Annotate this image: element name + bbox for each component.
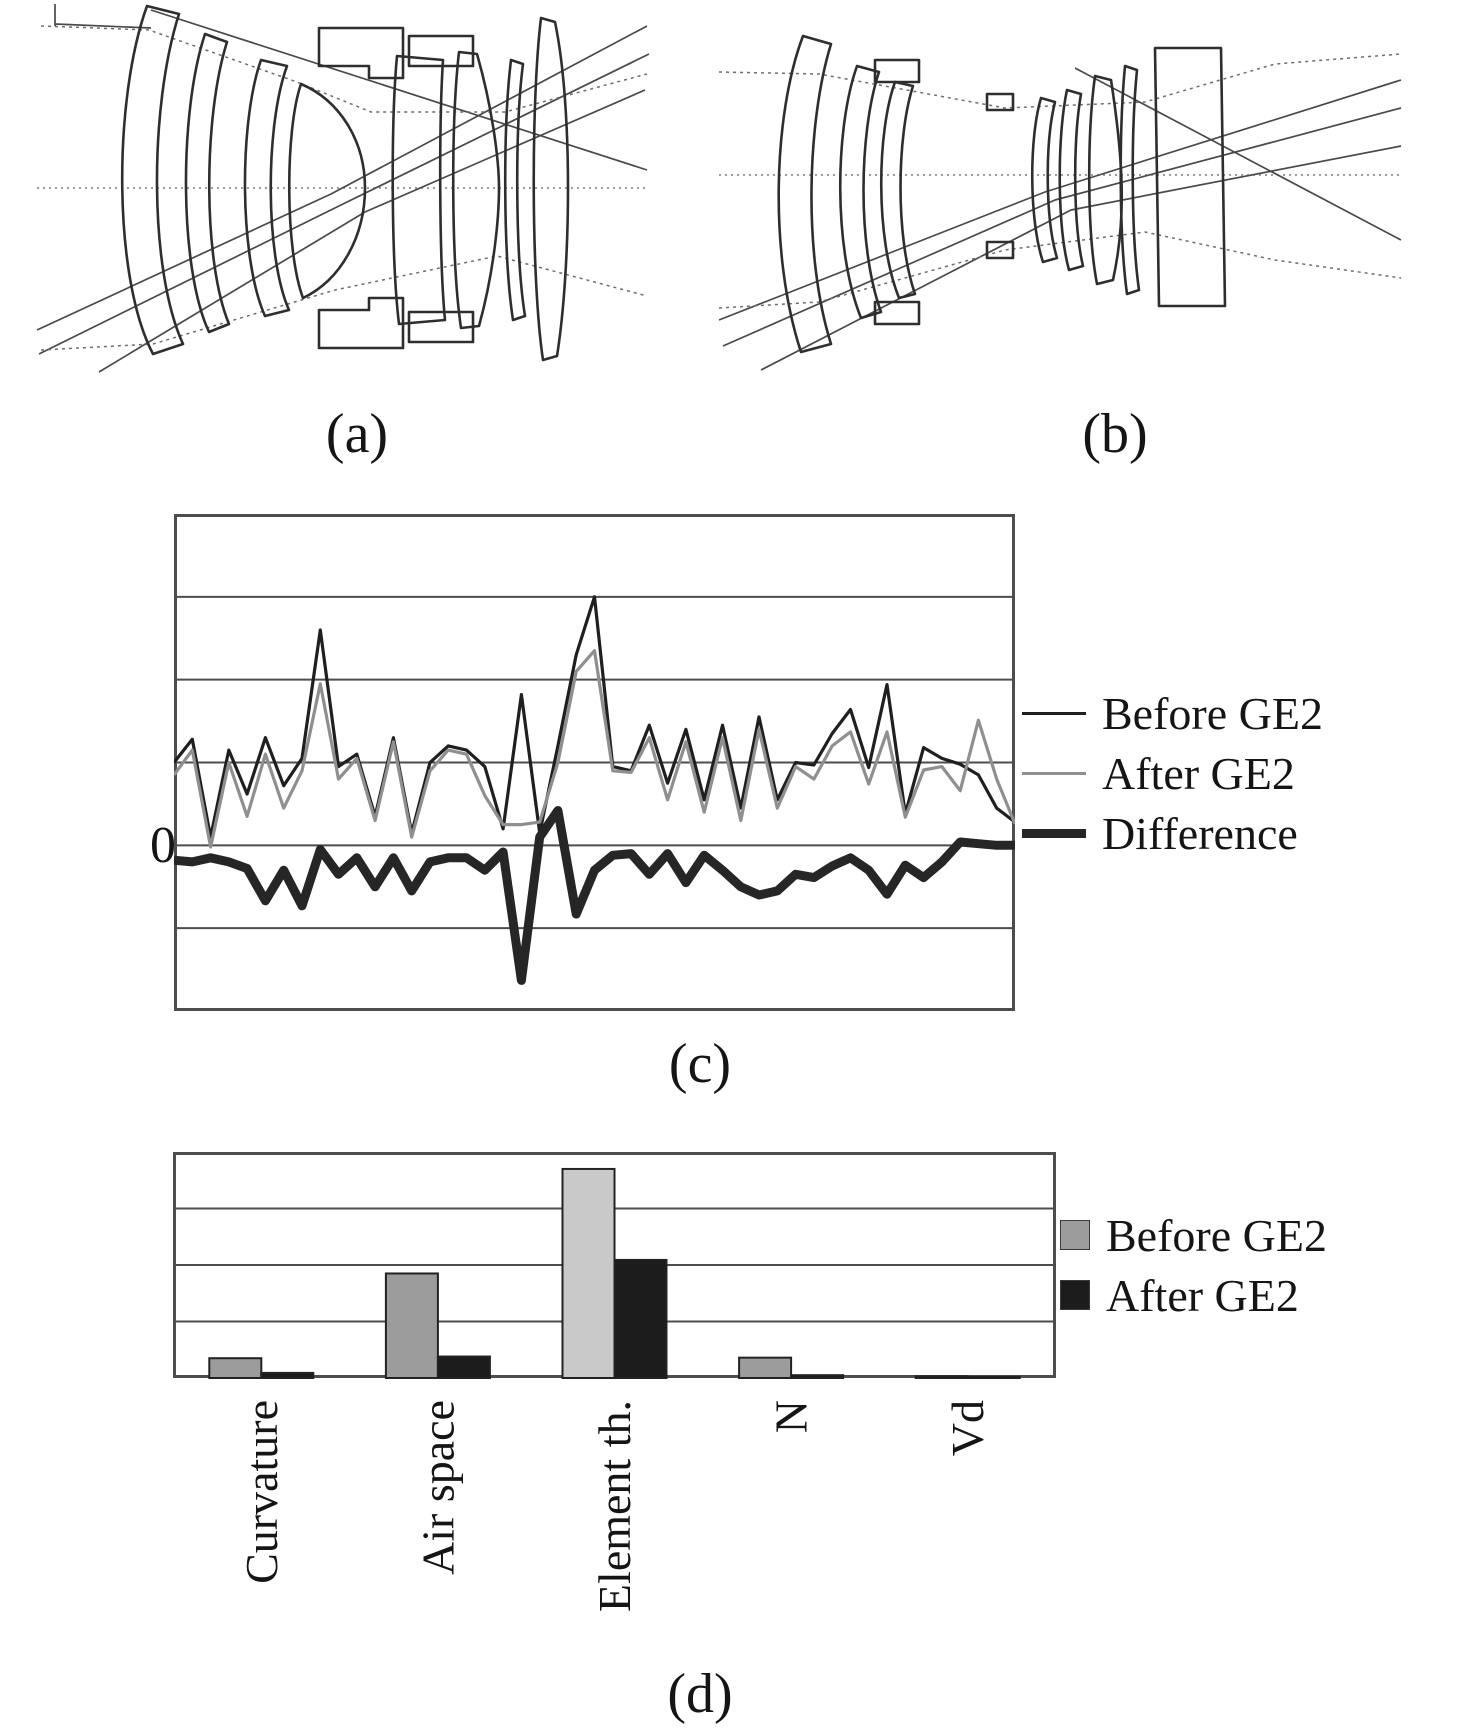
bar-before-ge2-air-space bbox=[384, 1272, 439, 1379]
legend-row: After GE2 bbox=[1060, 1265, 1327, 1325]
bar-category-label: Air space bbox=[412, 1400, 463, 1575]
bar-before-ge2-vd bbox=[914, 1375, 969, 1379]
legend-label: After GE2 bbox=[1102, 747, 1295, 799]
bar-before-ge2-curvature bbox=[208, 1357, 263, 1380]
bar-after-ge2-air-space bbox=[436, 1355, 491, 1379]
legend-row: After GE2 bbox=[1022, 743, 1323, 803]
legend-row: Before GE2 bbox=[1060, 1205, 1327, 1265]
bar-before-ge2-n bbox=[738, 1356, 793, 1380]
after-ge2-swatch bbox=[1060, 1280, 1090, 1310]
bar-after-ge2-vd bbox=[966, 1375, 1021, 1379]
panel-c-caption: (c) bbox=[668, 1033, 732, 1095]
panel-d-caption: (d) bbox=[667, 1663, 733, 1725]
legend-row: Before GE2 bbox=[1022, 683, 1323, 743]
before-ge2-line-swatch bbox=[1022, 711, 1086, 715]
lens-layout-b-diagram bbox=[718, 34, 1402, 371]
legend-label: Before GE2 bbox=[1106, 1209, 1327, 1261]
panel-a-caption: (a) bbox=[325, 403, 389, 465]
difference-line-swatch bbox=[1022, 828, 1086, 838]
legend-row: Difference bbox=[1022, 803, 1323, 863]
bar-category-label: N bbox=[766, 1400, 817, 1433]
bar-after-ge2-element-th- bbox=[613, 1258, 668, 1379]
after-ge2-line-swatch bbox=[1022, 771, 1086, 775]
bar-before-ge2-element-th- bbox=[561, 1167, 616, 1380]
legend-label: Before GE2 bbox=[1102, 687, 1323, 739]
line-chart-legend: Before GE2 After GE2 Difference bbox=[1022, 683, 1323, 863]
panel-b-caption: (b) bbox=[1082, 403, 1148, 465]
line-series-difference bbox=[174, 806, 1015, 985]
bar-category-label: Element th. bbox=[589, 1400, 640, 1612]
bar-category-label: Curvature bbox=[236, 1400, 287, 1584]
legend-label: After GE2 bbox=[1106, 1269, 1299, 1321]
line-series-after-ge2 bbox=[174, 649, 1015, 849]
before-ge2-swatch bbox=[1060, 1220, 1090, 1250]
parameter-change-bar-chart: Curvature Air space Element th. N Vd bbox=[173, 1152, 1056, 1612]
y-axis-zero-label: 0 bbox=[150, 817, 176, 874]
bar-category-label: Vd bbox=[942, 1400, 993, 1456]
merit-function-line-chart bbox=[174, 514, 1015, 1011]
bar-after-ge2-curvature bbox=[260, 1371, 315, 1379]
legend-label: Difference bbox=[1102, 807, 1298, 859]
lens-layout-a-diagram bbox=[36, 4, 650, 373]
bar-after-ge2-n bbox=[790, 1374, 845, 1380]
line-series-before-ge2 bbox=[174, 595, 1015, 839]
bar-chart-legend: Before GE2 After GE2 bbox=[1060, 1205, 1327, 1325]
